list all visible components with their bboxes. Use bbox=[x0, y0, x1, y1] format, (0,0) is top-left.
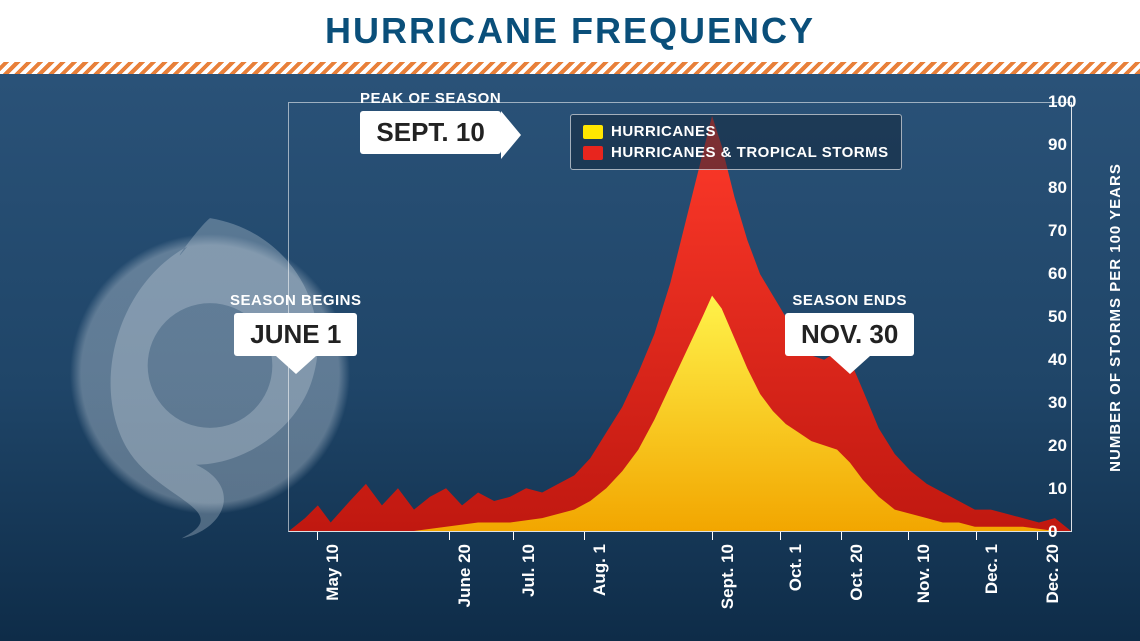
chevron-down-icon bbox=[830, 356, 870, 374]
x-tick-mark bbox=[1037, 532, 1038, 540]
chart-title: HURRICANE FREQUENCY bbox=[325, 10, 815, 52]
y-tick: 80 bbox=[1048, 178, 1092, 198]
x-tick-mark bbox=[908, 532, 909, 540]
x-tick-label: Jul. 10 bbox=[519, 544, 539, 597]
x-tick-mark bbox=[317, 532, 318, 540]
callout-peak-box: SEPT. 10 bbox=[360, 111, 500, 154]
x-tick-mark bbox=[841, 532, 842, 540]
x-tick-label: Nov. 10 bbox=[914, 544, 934, 603]
x-tick-label: Dec. 20 bbox=[1043, 544, 1063, 604]
callout-begins-label: JUNE 1 bbox=[250, 319, 341, 349]
x-tick-mark bbox=[976, 532, 977, 540]
x-tick-label: June 20 bbox=[455, 544, 475, 607]
y-tick: 90 bbox=[1048, 135, 1092, 155]
callout-peak-sup: PEAK OF SEASON bbox=[360, 90, 501, 107]
y-tick: 40 bbox=[1048, 350, 1092, 370]
x-axis-ticks: May 10 June 20 Jul. 10 Aug. 1 Sept. 10 Oct. 1… bbox=[288, 536, 1072, 626]
y-axis-label: NUMBER OF STORMS PER 100 YEARS bbox=[1100, 102, 1130, 532]
y-tick: 60 bbox=[1048, 264, 1092, 284]
chevron-down-icon bbox=[276, 356, 316, 374]
root: HURRICANE FREQUENCY bbox=[0, 0, 1140, 641]
legend-swatch bbox=[583, 146, 603, 160]
callout-ends: SEASON ENDS NOV. 30 bbox=[785, 292, 914, 356]
y-tick: 100 bbox=[1048, 92, 1092, 112]
callout-ends-label: NOV. 30 bbox=[801, 319, 898, 349]
y-tick: 50 bbox=[1048, 307, 1092, 327]
callout-peak: PEAK OF SEASON SEPT. 10 bbox=[360, 90, 501, 154]
x-tick-mark bbox=[584, 532, 585, 540]
x-tick-label: Oct. 1 bbox=[786, 544, 806, 591]
legend-label: HURRICANES & TROPICAL STORMS bbox=[611, 144, 889, 161]
legend-swatch bbox=[583, 125, 603, 139]
y-tick: 10 bbox=[1048, 479, 1092, 499]
x-tick-mark bbox=[449, 532, 450, 540]
x-tick-label: Sept. 10 bbox=[718, 544, 738, 609]
x-tick-label: Oct. 20 bbox=[847, 544, 867, 601]
legend-label: HURRICANES bbox=[611, 123, 716, 140]
x-tick-mark bbox=[780, 532, 781, 540]
callout-begins-sup: SEASON BEGINS bbox=[230, 292, 362, 309]
y-axis-ticks: 0102030405060708090100 bbox=[1048, 102, 1092, 532]
callout-begins: SEASON BEGINS JUNE 1 bbox=[230, 292, 362, 356]
x-tick-label: May 10 bbox=[323, 544, 343, 601]
x-tick-label: Aug. 1 bbox=[590, 544, 610, 596]
y-tick: 70 bbox=[1048, 221, 1092, 241]
title-bar: HURRICANE FREQUENCY bbox=[0, 0, 1140, 62]
y-tick: 30 bbox=[1048, 393, 1092, 413]
callout-ends-sup: SEASON ENDS bbox=[792, 292, 907, 309]
y-axis-label-text: NUMBER OF STORMS PER 100 YEARS bbox=[1107, 163, 1124, 472]
chevron-right-icon bbox=[501, 111, 521, 159]
callout-ends-box: NOV. 30 bbox=[785, 313, 914, 356]
x-tick-mark bbox=[712, 532, 713, 540]
legend-item: HURRICANES & TROPICAL STORMS bbox=[583, 142, 889, 163]
chart-zone: 0102030405060708090100 NUMBER OF STORMS … bbox=[0, 74, 1140, 641]
hash-divider bbox=[0, 62, 1140, 74]
callout-peak-label: SEPT. 10 bbox=[376, 117, 484, 147]
y-tick: 20 bbox=[1048, 436, 1092, 456]
legend: HURRICANES HURRICANES & TROPICAL STORMS bbox=[570, 114, 902, 170]
x-tick-mark bbox=[513, 532, 514, 540]
callout-begins-box: JUNE 1 bbox=[234, 313, 357, 356]
legend-item: HURRICANES bbox=[583, 121, 889, 142]
x-tick-label: Dec. 1 bbox=[982, 544, 1002, 594]
